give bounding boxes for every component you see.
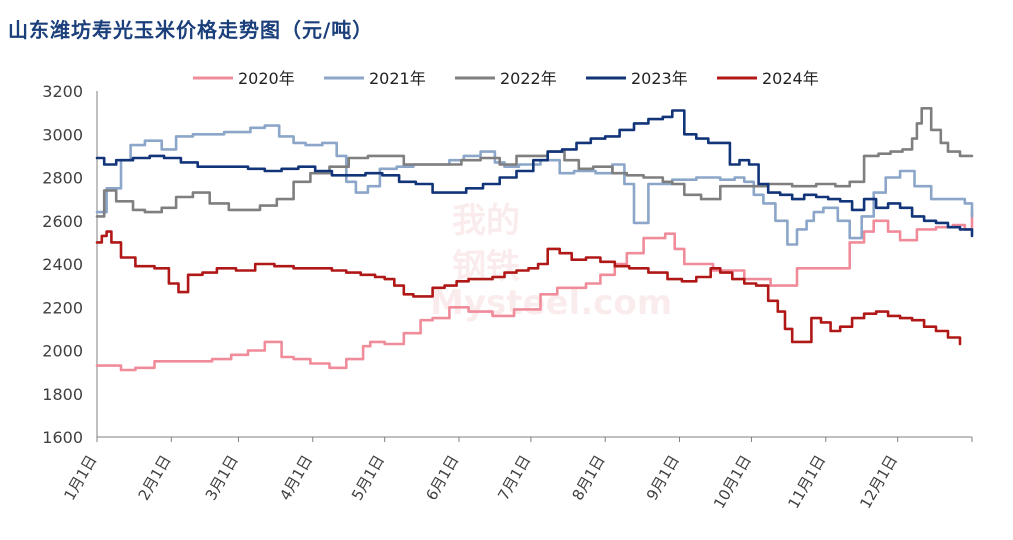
y-tick-label: 2600 xyxy=(42,212,83,231)
x-tick-label: 11月1日 xyxy=(784,452,829,512)
y-tick-label: 3000 xyxy=(42,125,83,144)
x-tick-label: 2月1日 xyxy=(135,452,175,504)
x-tick-label: 7月1日 xyxy=(494,452,534,504)
y-tick-label: 2000 xyxy=(42,342,83,361)
legend: 2020年 2021年 2022年 2023年 2024年 xyxy=(193,69,819,88)
chart-title: 山东潍坊寿光玉米价格走势图（元/吨） xyxy=(8,18,374,42)
x-tick-label: 8月1日 xyxy=(569,452,609,504)
legend-label-4: 2024年 xyxy=(762,69,819,88)
y-tick-label: 2400 xyxy=(42,255,83,274)
y-tick-label: 2200 xyxy=(42,298,83,317)
x-tick-label: 6月1日 xyxy=(422,452,462,504)
series-lines xyxy=(95,107,974,372)
legend-label-2: 2022年 xyxy=(500,69,557,88)
series-line-4 xyxy=(95,230,962,346)
y-tick-label: 3200 xyxy=(42,82,83,101)
x-tick-label: 12月1日 xyxy=(856,452,901,512)
watermark: 我的 钢铁 Mysteel.com xyxy=(430,201,672,323)
y-tick-label: 2800 xyxy=(42,169,83,188)
x-tick-label: 9月1日 xyxy=(643,452,683,504)
x-tick-label: 10月1日 xyxy=(710,452,755,512)
x-tick-label: 3月1日 xyxy=(202,452,242,504)
legend-label-0: 2020年 xyxy=(238,69,295,88)
series-line-3 xyxy=(95,109,974,238)
x-tick-label: 1月1日 xyxy=(60,452,100,504)
series-line-0 xyxy=(95,210,974,372)
x-tick-label: 4月1日 xyxy=(276,452,316,504)
series-line-2 xyxy=(95,107,974,218)
y-tick-label: 1600 xyxy=(42,428,83,447)
watermark-text-1: 我的 xyxy=(452,201,520,241)
series-line-1 xyxy=(95,124,974,246)
x-tick-label: 5月1日 xyxy=(348,452,388,504)
y-tick-label: 1800 xyxy=(42,385,83,404)
watermark-text-3: Mysteel.com xyxy=(430,283,672,323)
legend-label-3: 2023年 xyxy=(631,69,688,88)
legend-label-1: 2021年 xyxy=(369,69,426,88)
